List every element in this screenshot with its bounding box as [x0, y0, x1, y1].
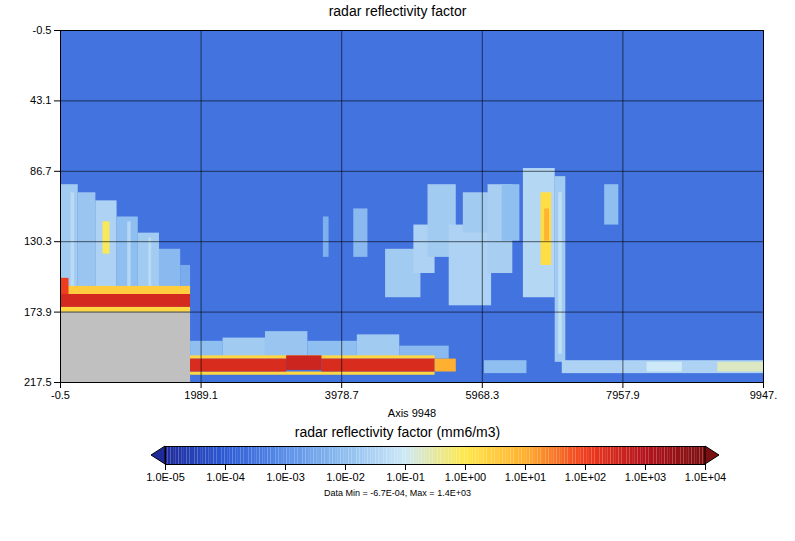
svg-text:43.1: 43.1: [30, 94, 51, 106]
svg-text:1.0E+00: 1.0E+00: [445, 471, 486, 483]
svg-text:173.9: 173.9: [24, 306, 52, 318]
svg-text:-0.5: -0.5: [51, 389, 70, 401]
svg-text:1.0E-03: 1.0E-03: [266, 471, 305, 483]
svg-text:-0.5: -0.5: [33, 24, 52, 36]
svg-text:Axis 9948: Axis 9948: [388, 407, 436, 419]
svg-text:217.5: 217.5: [24, 376, 52, 388]
svg-text:1.0E+04: 1.0E+04: [685, 471, 726, 483]
svg-text:1.0E+02: 1.0E+02: [565, 471, 606, 483]
svg-text:7957.9: 7957.9: [606, 389, 640, 401]
svg-text:1.0E-04: 1.0E-04: [206, 471, 245, 483]
svg-text:1.0E+01: 1.0E+01: [505, 471, 546, 483]
svg-text:130.3: 130.3: [24, 235, 52, 247]
svg-text:86.7: 86.7: [30, 165, 51, 177]
svg-text:1989.1: 1989.1: [184, 389, 218, 401]
svg-text:1.0E-01: 1.0E-01: [386, 471, 425, 483]
svg-text:3978.7: 3978.7: [325, 389, 359, 401]
svg-text:9947.: 9947.: [750, 389, 778, 401]
html-text:radar reflectivity factor: radar reflectivity factor: [328, 3, 467, 19]
svg-text:1.0E-02: 1.0E-02: [326, 471, 365, 483]
html-text:Data Min = -6.7E-04, Max = 1.4: Data Min = -6.7E-04, Max = 1.4E+03: [324, 488, 471, 498]
svg-text:5968.3: 5968.3: [465, 389, 499, 401]
svg-text:1.0E-05: 1.0E-05: [146, 471, 185, 483]
svg-text:1.0E+03: 1.0E+03: [625, 471, 666, 483]
html-text:radar reflectivity factor (mm6: radar reflectivity factor (mm6/m3): [294, 424, 501, 440]
